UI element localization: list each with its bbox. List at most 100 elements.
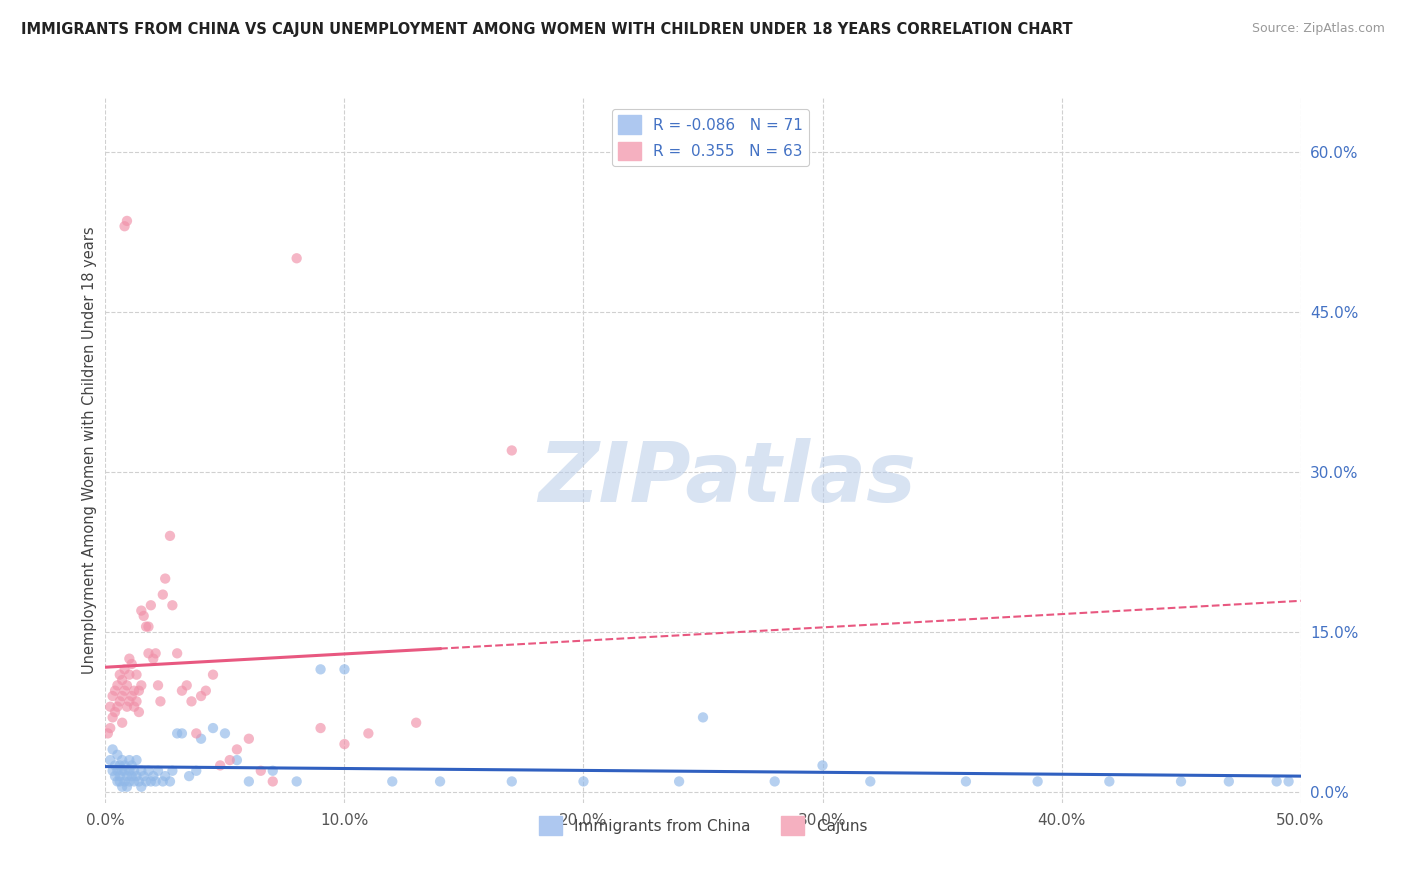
Point: [218, 753, 240, 767]
Point: [115, 769, 138, 783]
Point: [125, 753, 148, 767]
Point: [98, 753, 121, 767]
Point: [145, 774, 167, 789]
Point: [114, 764, 136, 778]
Point: [309, 721, 332, 735]
Point: [214, 726, 236, 740]
Point: [129, 764, 153, 778]
Point: [121, 758, 143, 772]
Point: [125, 769, 148, 783]
Point: [138, 646, 160, 660]
Point: [132, 769, 155, 783]
Point: [108, 667, 131, 681]
Point: [149, 694, 172, 708]
Point: [114, 758, 136, 772]
Point: [859, 774, 882, 789]
Text: IMMIGRANTS FROM CHINA VS CAJUN UNEMPLOYMENT AMONG WOMEN WITH CHILDREN UNDER 18 Y: IMMIGRANTS FROM CHINA VS CAJUN UNEMPLOYM…: [21, 22, 1073, 37]
Point: [170, 726, 193, 740]
Point: [572, 774, 595, 789]
Point: [139, 774, 162, 789]
Point: [114, 683, 136, 698]
Point: [162, 764, 184, 778]
Point: [135, 774, 157, 789]
Point: [146, 764, 169, 778]
Point: [122, 764, 145, 778]
Point: [159, 529, 181, 543]
Point: [153, 769, 177, 783]
Point: [122, 683, 145, 698]
Point: [115, 214, 138, 228]
Point: [138, 764, 160, 778]
Point: [132, 609, 155, 624]
Point: [262, 774, 284, 789]
Point: [111, 780, 134, 794]
Point: [107, 774, 129, 789]
Point: [97, 726, 120, 740]
Point: [128, 705, 150, 719]
Point: [955, 774, 977, 789]
Point: [128, 683, 150, 698]
Point: [190, 731, 212, 746]
Point: [121, 769, 143, 783]
Text: ZIPatlas: ZIPatlas: [538, 438, 915, 519]
Point: [381, 774, 404, 789]
Point: [166, 726, 188, 740]
Text: Source: ZipAtlas.com: Source: ZipAtlas.com: [1251, 22, 1385, 36]
Point: [107, 747, 129, 762]
Point: [285, 252, 308, 266]
Point: [202, 667, 225, 681]
Point: [1265, 774, 1288, 789]
Point: [333, 737, 356, 751]
Point: [238, 731, 260, 746]
Point: [129, 678, 153, 692]
Point: [111, 715, 134, 730]
Point: [118, 774, 141, 789]
Point: [101, 764, 124, 778]
Legend: Immigrants from China, Cajuns: Immigrants from China, Cajuns: [533, 810, 873, 841]
Point: [429, 774, 451, 789]
Point: [142, 769, 165, 783]
Point: [98, 721, 121, 735]
Point: [108, 769, 131, 783]
Point: [1026, 774, 1049, 789]
Point: [763, 774, 786, 789]
Point: [114, 774, 136, 789]
Point: [159, 774, 181, 789]
Point: [162, 599, 184, 613]
Point: [186, 726, 208, 740]
Point: [152, 588, 174, 602]
Point: [101, 742, 124, 756]
Point: [118, 651, 141, 665]
Point: [202, 721, 225, 735]
Point: [190, 689, 212, 703]
Point: [122, 774, 145, 789]
Point: [104, 705, 127, 719]
Point: [692, 710, 714, 724]
Point: [405, 715, 427, 730]
Point: [111, 753, 134, 767]
Point: [107, 699, 129, 714]
Point: [333, 662, 356, 676]
Point: [170, 683, 193, 698]
Point: [114, 219, 136, 234]
Point: [145, 646, 167, 660]
Point: [107, 764, 129, 778]
Point: [101, 689, 124, 703]
Point: [285, 774, 308, 789]
Point: [250, 764, 273, 778]
Point: [176, 678, 198, 692]
Point: [1218, 774, 1240, 789]
Point: [139, 599, 162, 613]
Point: [115, 699, 138, 714]
Point: [186, 764, 208, 778]
Point: [128, 774, 150, 789]
Point: [209, 758, 232, 772]
Point: [104, 758, 127, 772]
Point: [129, 780, 153, 794]
Point: [262, 764, 284, 778]
Point: [111, 764, 134, 778]
Point: [309, 662, 332, 676]
Point: [125, 694, 148, 708]
Y-axis label: Unemployment Among Women with Children Under 18 years: Unemployment Among Women with Children U…: [82, 227, 97, 674]
Point: [129, 604, 153, 618]
